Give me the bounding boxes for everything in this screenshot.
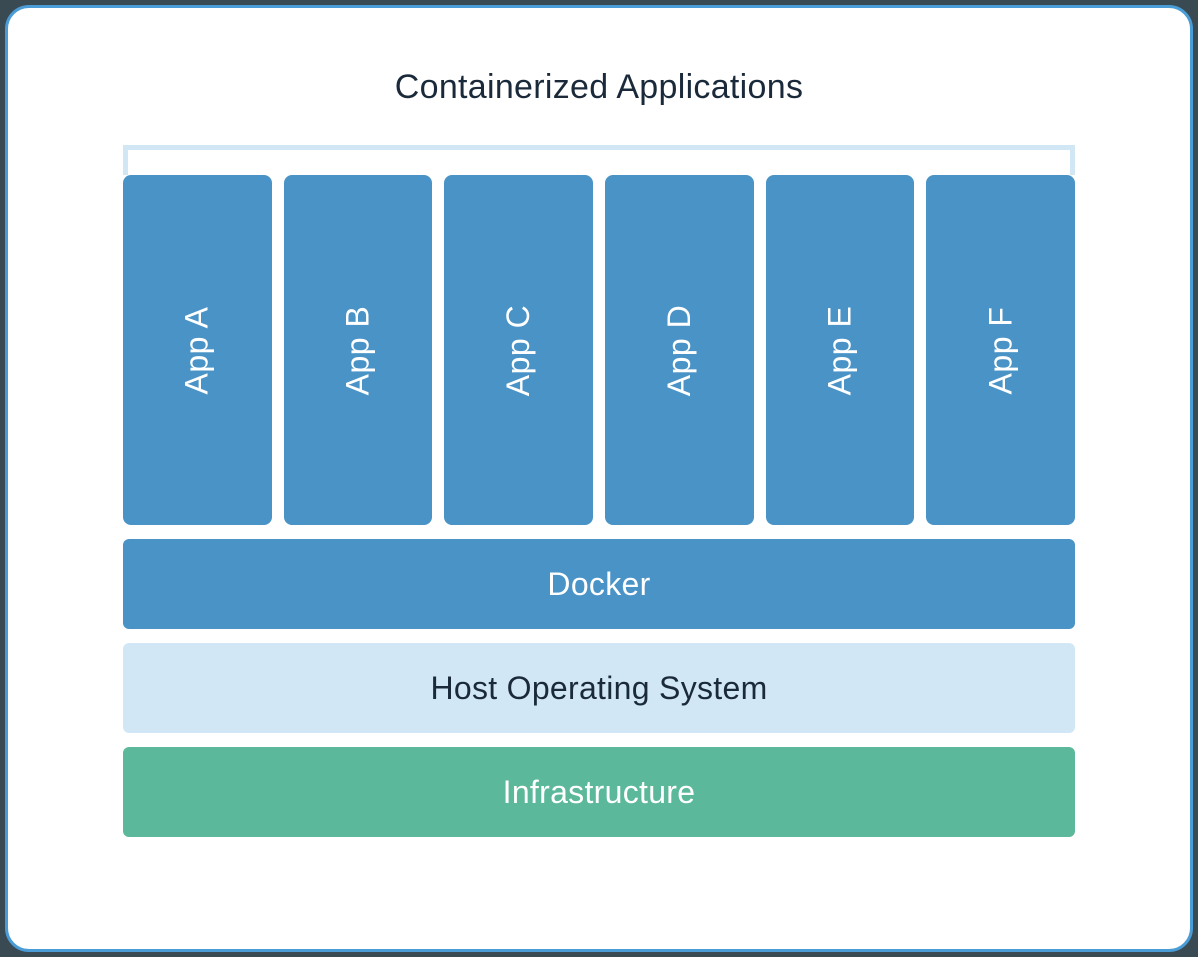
app-label: App D <box>661 304 698 395</box>
app-box-f: App F <box>926 175 1075 525</box>
app-label: App A <box>179 306 216 394</box>
app-label: App F <box>982 306 1019 394</box>
layer-label: Infrastructure <box>503 774 696 811</box>
app-box-e: App E <box>766 175 915 525</box>
app-box-d: App D <box>605 175 754 525</box>
apps-bracket <box>123 145 1075 175</box>
app-box-a: App A <box>123 175 272 525</box>
app-label: App B <box>340 305 377 395</box>
layer-host-os: Host Operating System <box>123 643 1075 733</box>
app-box-c: App C <box>444 175 593 525</box>
layer-infrastructure: Infrastructure <box>123 747 1075 837</box>
diagram-frame: Containerized Applications App A App B A… <box>5 5 1193 952</box>
apps-row: App A App B App C App D App E App F <box>123 175 1075 525</box>
layer-label: Host Operating System <box>430 670 767 707</box>
layer-docker: Docker <box>123 539 1075 629</box>
layer-label: Docker <box>547 566 650 603</box>
diagram-title: Containerized Applications <box>395 68 804 107</box>
app-label: App C <box>500 304 537 395</box>
app-label: App E <box>822 305 859 395</box>
app-box-b: App B <box>284 175 433 525</box>
